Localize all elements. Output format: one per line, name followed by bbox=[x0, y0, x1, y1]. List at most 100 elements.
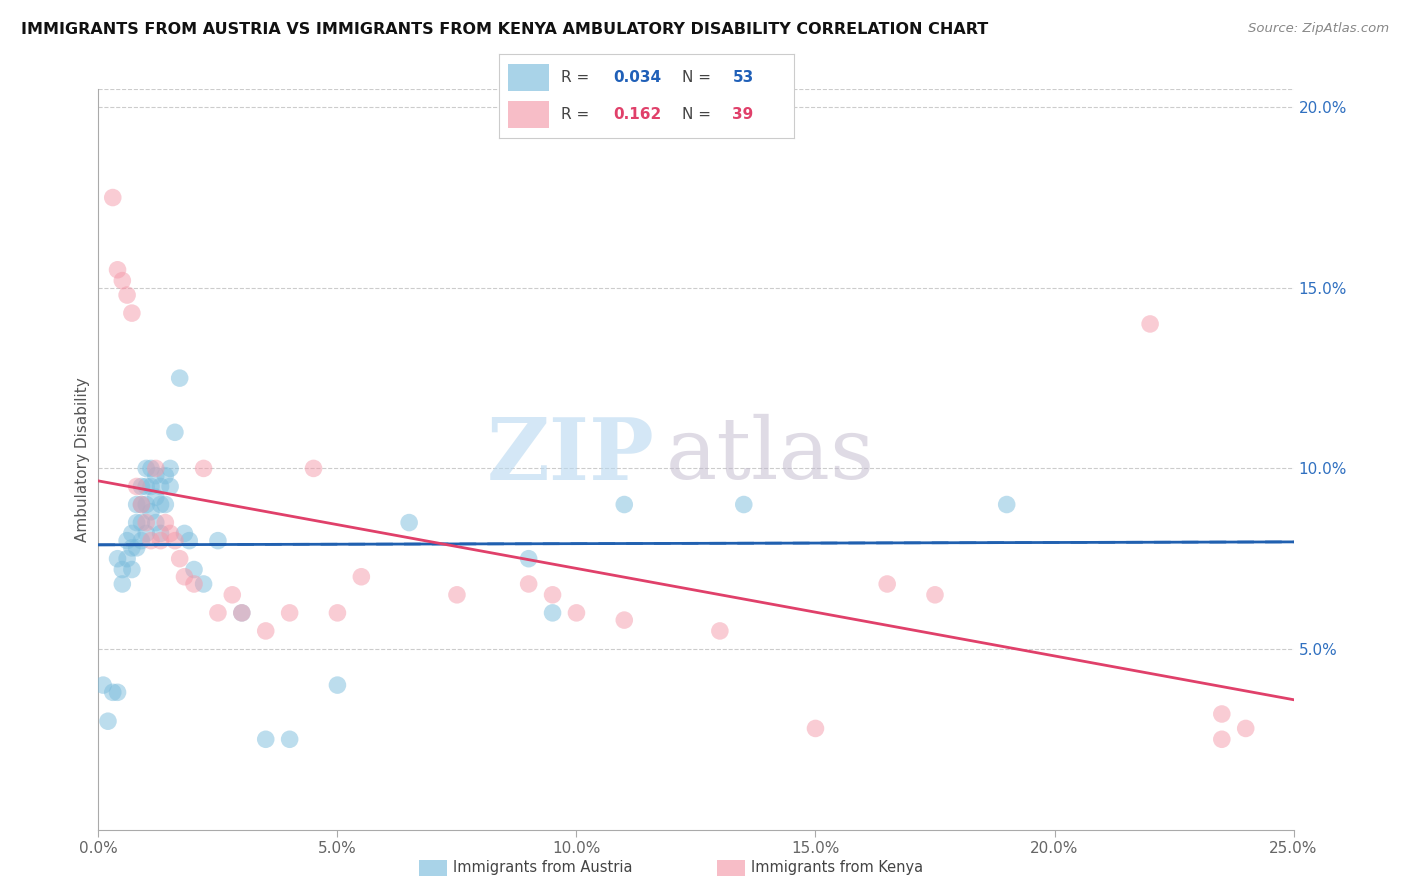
Point bbox=[155, 498, 177, 512]
Point bbox=[278, 606, 301, 620]
Point bbox=[159, 479, 181, 493]
Point bbox=[398, 516, 420, 530]
Point bbox=[613, 498, 636, 512]
Text: Immigrants from Austria: Immigrants from Austria bbox=[453, 861, 633, 875]
Text: R =: R = bbox=[561, 107, 595, 122]
Point bbox=[131, 516, 153, 530]
Point bbox=[876, 577, 898, 591]
Point bbox=[107, 685, 129, 699]
Text: Source: ZipAtlas.com: Source: ZipAtlas.com bbox=[1249, 22, 1389, 36]
Point bbox=[541, 606, 564, 620]
Point bbox=[995, 498, 1018, 512]
Point bbox=[139, 533, 162, 548]
Text: N =: N = bbox=[682, 70, 716, 85]
Point bbox=[173, 526, 195, 541]
Text: IMMIGRANTS FROM AUSTRIA VS IMMIGRANTS FROM KENYA AMBULATORY DISABILITY CORRELATI: IMMIGRANTS FROM AUSTRIA VS IMMIGRANTS FR… bbox=[21, 22, 988, 37]
Point bbox=[135, 516, 157, 530]
Point bbox=[131, 498, 153, 512]
Point bbox=[254, 732, 277, 747]
Text: atlas: atlas bbox=[666, 414, 875, 497]
Point bbox=[139, 505, 162, 519]
Point bbox=[149, 498, 172, 512]
Point bbox=[111, 562, 134, 576]
Point bbox=[111, 274, 134, 288]
Point bbox=[709, 624, 731, 638]
Text: 53: 53 bbox=[733, 70, 754, 85]
Point bbox=[149, 479, 172, 493]
Bar bbox=[508, 101, 550, 128]
Point bbox=[107, 262, 129, 277]
Point bbox=[169, 551, 191, 566]
Point bbox=[155, 468, 177, 483]
Point bbox=[125, 479, 148, 493]
Y-axis label: Ambulatory Disability: Ambulatory Disability bbox=[75, 377, 90, 541]
Point bbox=[278, 732, 301, 747]
Point bbox=[145, 461, 167, 475]
Point bbox=[155, 516, 177, 530]
Point bbox=[350, 570, 373, 584]
Point bbox=[733, 498, 755, 512]
Point bbox=[541, 588, 564, 602]
Point bbox=[173, 570, 195, 584]
Text: R =: R = bbox=[561, 70, 595, 85]
Point bbox=[135, 461, 157, 475]
Point bbox=[121, 306, 143, 320]
Point bbox=[135, 479, 157, 493]
Point bbox=[169, 371, 191, 385]
Point bbox=[145, 516, 167, 530]
Point bbox=[107, 551, 129, 566]
Point bbox=[101, 190, 124, 204]
Point bbox=[183, 577, 205, 591]
Point bbox=[91, 678, 114, 692]
Point bbox=[1234, 722, 1257, 736]
Point bbox=[193, 577, 215, 591]
Point bbox=[1211, 706, 1233, 721]
Point bbox=[1139, 317, 1161, 331]
Point bbox=[131, 479, 153, 493]
Point bbox=[121, 526, 143, 541]
Point bbox=[326, 678, 349, 692]
Point bbox=[207, 533, 229, 548]
Point bbox=[179, 533, 201, 548]
Point bbox=[517, 577, 540, 591]
Point bbox=[149, 526, 172, 541]
Point bbox=[145, 468, 167, 483]
Point bbox=[254, 624, 277, 638]
Point bbox=[221, 588, 243, 602]
Point bbox=[125, 498, 148, 512]
Point bbox=[139, 479, 162, 493]
Point bbox=[613, 613, 636, 627]
Point bbox=[111, 577, 134, 591]
Point bbox=[149, 533, 172, 548]
Point bbox=[121, 541, 143, 555]
Point bbox=[1211, 732, 1233, 747]
Point bbox=[231, 606, 253, 620]
Point bbox=[131, 498, 153, 512]
Point bbox=[115, 288, 138, 302]
Point bbox=[97, 714, 120, 729]
Point bbox=[163, 425, 186, 440]
Point bbox=[145, 491, 167, 505]
Text: Immigrants from Kenya: Immigrants from Kenya bbox=[751, 861, 922, 875]
Point bbox=[135, 526, 157, 541]
Point bbox=[207, 606, 229, 620]
Text: 0.162: 0.162 bbox=[613, 107, 661, 122]
Point bbox=[159, 461, 181, 475]
Point bbox=[139, 461, 162, 475]
Point bbox=[125, 541, 148, 555]
Point bbox=[135, 498, 157, 512]
Point bbox=[565, 606, 588, 620]
Point bbox=[326, 606, 349, 620]
Point bbox=[101, 685, 124, 699]
Point bbox=[193, 461, 215, 475]
Text: N =: N = bbox=[682, 107, 716, 122]
Text: ZIP: ZIP bbox=[486, 414, 654, 498]
Point bbox=[115, 533, 138, 548]
Point bbox=[924, 588, 946, 602]
Point bbox=[163, 533, 186, 548]
Point bbox=[804, 722, 827, 736]
Point bbox=[231, 606, 253, 620]
Point bbox=[131, 533, 153, 548]
Point bbox=[159, 526, 181, 541]
Text: 39: 39 bbox=[733, 107, 754, 122]
